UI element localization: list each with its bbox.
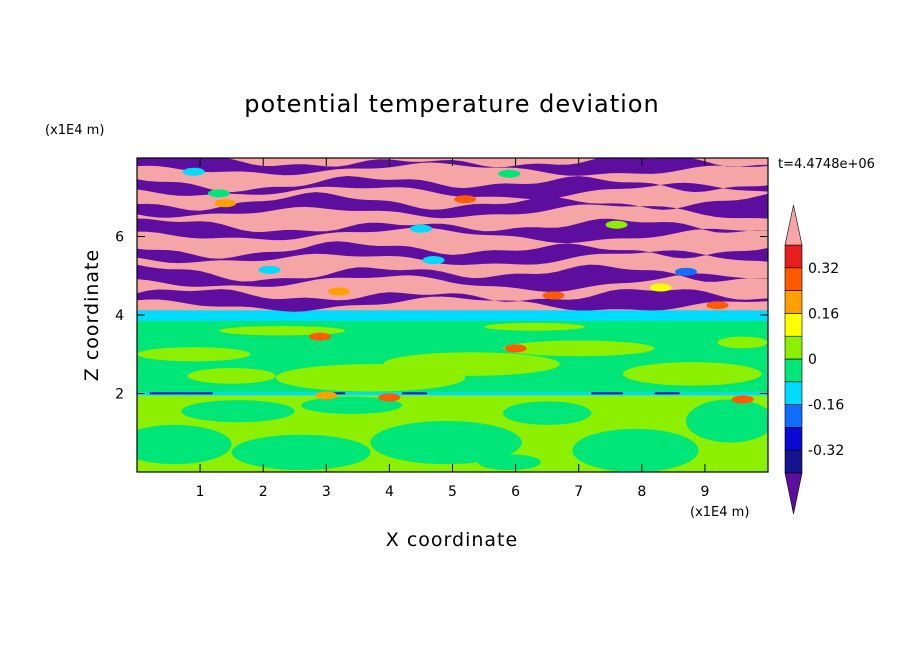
y-axis: 2 4 6 [115, 230, 768, 403]
field-contour-spot [214, 199, 237, 208]
colorbar-box [784, 244, 803, 269]
x-tick-label: 1 [196, 484, 205, 500]
field-contour-blob [370, 420, 522, 465]
field-contour-spot [674, 267, 697, 276]
y-tick-label: 4 [115, 308, 124, 324]
field-purple-band [137, 158, 768, 176]
plot-area [137, 158, 768, 472]
x-tick-label: 3 [322, 484, 331, 500]
field-contour-blob [231, 434, 371, 471]
x-axis-title: X coordinate [386, 529, 518, 551]
field-contour-blob [502, 340, 655, 357]
field-purple-band [137, 264, 768, 292]
field-contour-spot [422, 256, 445, 265]
field-contour-blob [685, 399, 768, 443]
colorbar-box [784, 427, 803, 451]
field-interface-band [402, 392, 428, 395]
field-contour-blob [622, 362, 762, 386]
field-contour-spot [182, 167, 205, 176]
field-contour-blob [484, 322, 586, 331]
y-axis-title: Z coordinate [81, 249, 103, 381]
field-purple-band [137, 241, 768, 265]
field-contour-blob [717, 336, 768, 349]
field-contour-blob [137, 347, 251, 362]
x-tick-label: 2 [259, 484, 268, 500]
x-unit-label: (x1E4 m) [690, 505, 749, 520]
x-axis: 1 2 3 4 5 6 7 8 9 [196, 158, 709, 500]
x-tick-label: 4 [385, 484, 394, 500]
field-contour-spot [706, 301, 729, 310]
colorbar-box [784, 449, 803, 474]
field-contour-blob [383, 352, 560, 376]
colorbar-box [784, 290, 803, 314]
x-tick-label: 8 [637, 484, 646, 500]
colorbar-box [784, 313, 803, 337]
field-contour-spot [378, 393, 401, 402]
x-tick-label: 6 [511, 484, 520, 500]
field-interface-band [591, 392, 623, 395]
field-contour-blob [219, 325, 346, 336]
colorbar-label: 0 [808, 352, 817, 368]
colorbar-box [784, 381, 803, 405]
field-contour-spot [308, 332, 331, 341]
field-contour-spot [258, 265, 281, 274]
colorbar-box [784, 404, 803, 428]
colorbar-label: 0.32 [808, 261, 839, 277]
field-contour-spot [208, 189, 231, 198]
field-purple-band [137, 176, 768, 200]
field-contour-blob [301, 396, 403, 414]
field-contour-blob [137, 424, 232, 465]
colorbar-top-arrow [784, 204, 803, 246]
colorbar-label: -0.32 [808, 443, 844, 459]
colorbar-label: -0.16 [808, 398, 844, 414]
field-contour-spot [542, 291, 565, 300]
field-contour-spot [731, 395, 754, 404]
colorbar: 0.32 0.16 0 -0.16 -0.32 [784, 204, 844, 515]
field-contour-spot [327, 287, 350, 296]
field-contour-spot [315, 391, 338, 400]
field-contour-blob [502, 401, 592, 425]
y-tick-label: 2 [115, 387, 124, 403]
time-label: t=4.4748e+06 [778, 157, 875, 172]
field-contour-blob [477, 454, 541, 471]
field-interface-band [137, 392, 768, 396]
field-interface-band [149, 392, 213, 395]
x-tick-label: 5 [448, 484, 457, 500]
colorbar-box [784, 335, 803, 360]
colorbar-box [784, 267, 803, 291]
colorbar-box [784, 358, 803, 383]
field-contour-spot [454, 195, 477, 204]
colorbar-label: 0.16 [808, 306, 839, 322]
field-contour-spot [409, 224, 432, 233]
field-contour-spot [498, 169, 521, 178]
field-purple-band [137, 289, 768, 312]
field-contour-spot [504, 344, 527, 353]
field-cyan-band [137, 310, 768, 321]
y-unit-label: (x1E4 m) [45, 123, 104, 138]
chart-title: potential temperature deviation [244, 90, 659, 118]
field-contour-spot [649, 283, 672, 292]
x-tick-label: 9 [700, 484, 709, 500]
field-contour-blob [572, 428, 699, 472]
x-tick-label: 7 [574, 484, 583, 500]
y-tick-label: 6 [115, 230, 124, 246]
field-contour-blob [181, 400, 295, 423]
field-purple-band [137, 192, 768, 219]
field-interface-band [654, 392, 680, 395]
field-contour-blob [187, 367, 276, 384]
colorbar-bottom-arrow [784, 472, 803, 515]
field-contour-spot [605, 220, 628, 229]
